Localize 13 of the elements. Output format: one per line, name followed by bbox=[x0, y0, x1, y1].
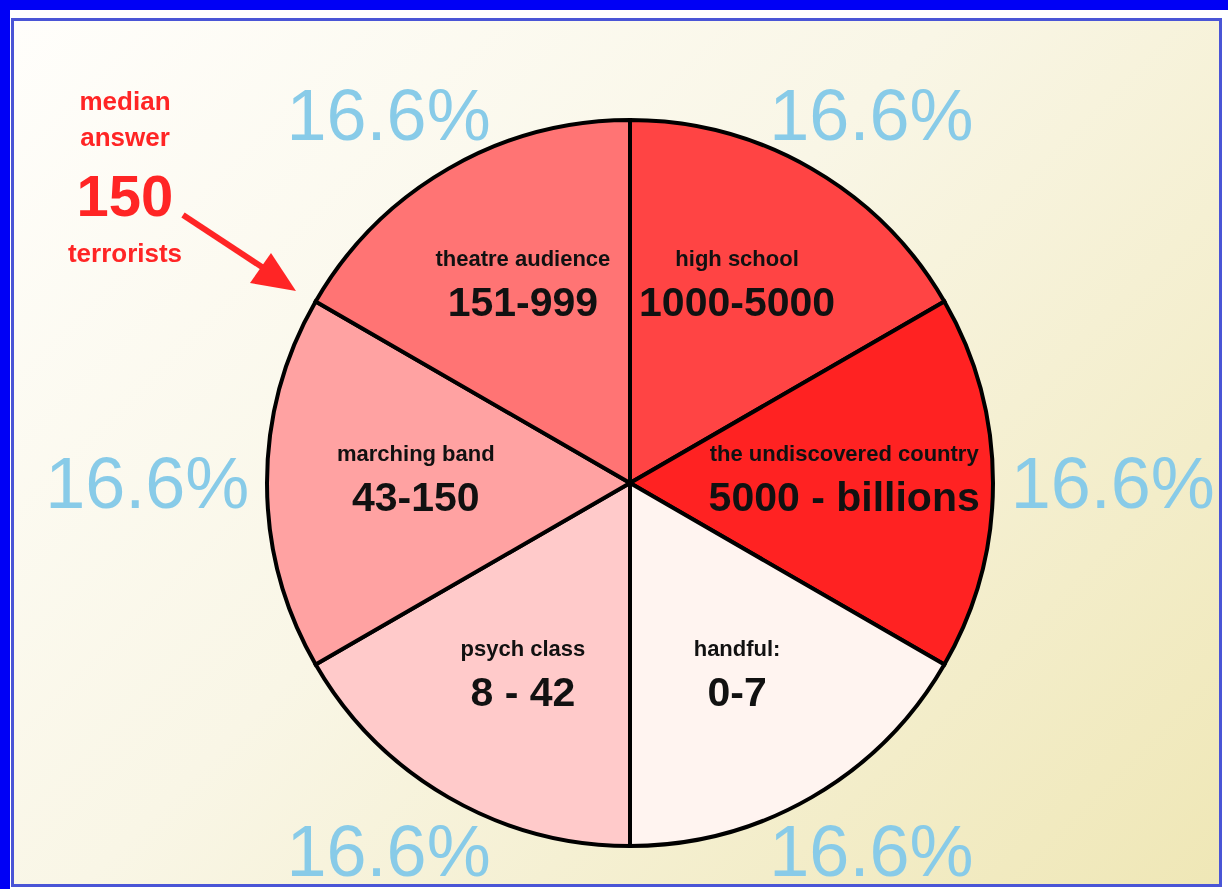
slice-label: high school 1000-5000 bbox=[639, 246, 836, 326]
slice-label: theatre audience 151-999 bbox=[435, 246, 611, 326]
data-label: 16.6% bbox=[286, 75, 491, 156]
data-label: 16.6% bbox=[1010, 443, 1215, 523]
data-label: 16.6% bbox=[769, 75, 974, 156]
text: median answer 150 terrorists bbox=[67, 86, 183, 268]
slice-label: the undiscovered country 5000 - billions bbox=[708, 441, 980, 520]
slice-label: marching band 43-150 bbox=[336, 441, 495, 520]
data-label: 16.6% bbox=[45, 443, 250, 523]
slice-label: psych class 8 - 42 bbox=[460, 635, 586, 715]
data-label: 16.6% bbox=[286, 810, 491, 889]
slice-label: handful: 0-7 bbox=[693, 635, 781, 715]
data-label: 16.6% bbox=[769, 810, 974, 889]
